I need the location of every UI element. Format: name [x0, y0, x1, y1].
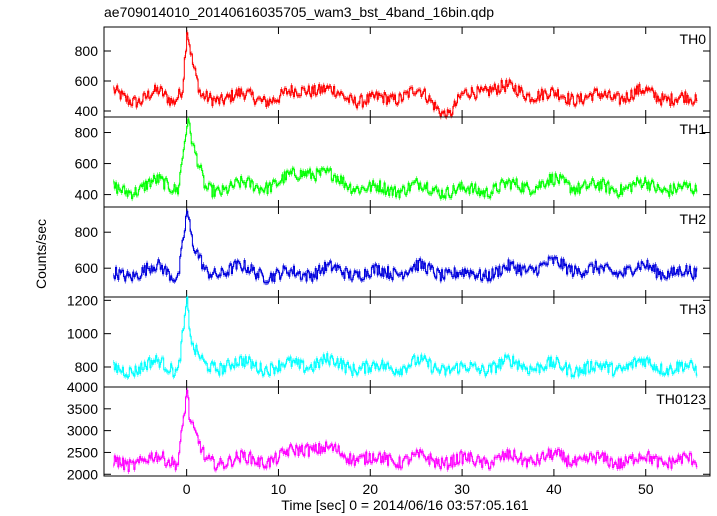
y-tick-label: 600 — [75, 260, 99, 276]
panel-th0123: 2000 2500 3000 3500 4000 TH0123 — [67, 379, 711, 482]
x-tick-label: 20 — [362, 481, 378, 497]
x-tick-label: 30 — [454, 481, 470, 497]
series-line — [113, 296, 698, 378]
chart-title: ae709014010_20140616035705_wam3_bst_4ban… — [104, 4, 494, 20]
series-line — [113, 118, 698, 200]
panel-label: TH3 — [680, 301, 707, 317]
series-line — [113, 32, 698, 118]
panel-th1: 400 600 800 TH1 — [75, 116, 711, 208]
y-tick-label: 1200 — [67, 292, 98, 308]
y-tick-label: 3500 — [67, 401, 98, 417]
y-tick-label: 2500 — [67, 444, 98, 460]
panel-th2: 600 800 TH2 — [75, 206, 711, 298]
series-line — [113, 389, 698, 472]
y-tick-label: 400 — [75, 103, 99, 119]
y-axis-label: Counts/sec — [33, 219, 49, 289]
x-tick-label: 40 — [546, 481, 562, 497]
y-tick-label: 1000 — [67, 326, 98, 342]
y-tick-label: 800 — [75, 43, 99, 59]
x-axis-label: Time [sec] 0 = 2014/06/16 03:57:05.161 — [281, 497, 529, 513]
y-tick-label: 2000 — [67, 466, 98, 482]
panel-label: TH1 — [680, 121, 707, 137]
x-tick-label: 10 — [271, 481, 287, 497]
x-tick-label: 0 — [183, 481, 191, 497]
y-tick-label: 600 — [75, 73, 99, 89]
panel-frame — [103, 296, 711, 388]
panel-label: TH2 — [680, 211, 707, 227]
panel-th0: 400 600 800 TH0 — [75, 26, 711, 120]
y-tick-label: 800 — [75, 224, 99, 240]
y-tick-label: 800 — [75, 359, 99, 375]
y-tick-label: 800 — [75, 125, 99, 141]
panel-label: TH0123 — [656, 391, 706, 407]
y-tick-label: 600 — [75, 156, 99, 172]
y-tick-label: 400 — [75, 187, 99, 203]
panel-th3: 800 1000 1200 TH3 — [67, 292, 711, 388]
panel-label: TH0 — [680, 31, 707, 47]
panel-frame — [103, 386, 711, 477]
x-tick-label: 50 — [638, 481, 654, 497]
series-line — [113, 210, 698, 284]
y-tick-label: 3000 — [67, 423, 98, 439]
y-tick-label: 4000 — [67, 379, 98, 395]
